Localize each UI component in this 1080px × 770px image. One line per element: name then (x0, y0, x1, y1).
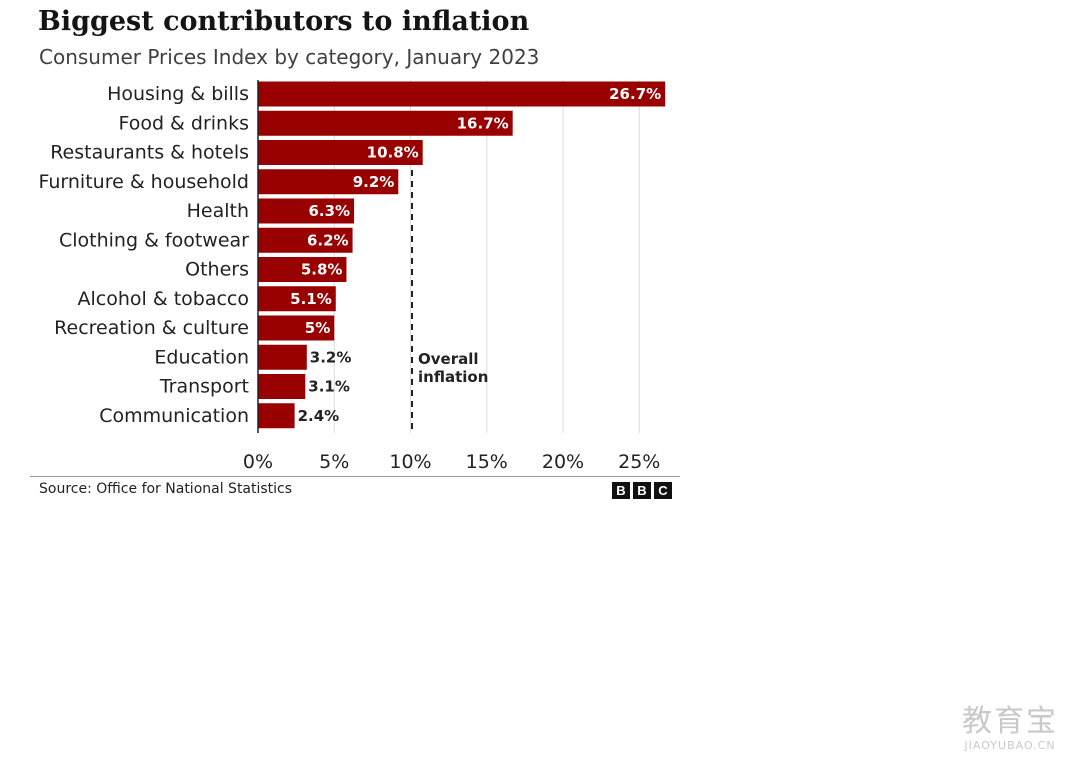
bar (258, 286, 336, 312)
overall-inflation-label: Overall (418, 350, 479, 368)
bar (258, 198, 355, 224)
category-label: Transport (159, 376, 249, 398)
value-label: 10.8% (367, 144, 419, 162)
logo-letter-b2: B (633, 482, 651, 499)
bar-chart: Housing & bills 26.7% Food & drinks 16.7% Re… (38, 80, 666, 473)
watermark: 教育宝 JIAOYUBAO.CN (962, 704, 1058, 753)
logo-letter-c: C (654, 482, 672, 499)
x-tick-label: 20% (542, 451, 584, 473)
logo-letter-b1: B (612, 482, 630, 499)
watermark-text: 教育宝 (962, 704, 1058, 739)
category-label: Restaurants & hotels (50, 142, 249, 164)
bar (258, 403, 295, 429)
value-label: 5.1% (290, 290, 332, 308)
bar (258, 169, 399, 195)
source-note: Source: Office for National Statistics (39, 481, 293, 497)
bar (258, 110, 513, 136)
value-label: 16.7% (457, 114, 509, 132)
overall-inflation-label: inflation (418, 368, 488, 386)
bar (258, 344, 307, 370)
category-label: Health (187, 200, 249, 222)
value-label: 2.4% (298, 407, 340, 425)
category-label: Furniture & household (38, 171, 249, 193)
bar (258, 374, 306, 399)
category-label: Food & drinks (118, 112, 249, 134)
category-label: Clothing & footwear (59, 229, 249, 251)
value-label: 3.2% (310, 348, 352, 366)
bbc-logo: B B C (612, 482, 672, 499)
value-label: 26.7% (609, 85, 661, 103)
category-label: Recreation & culture (54, 317, 249, 339)
bar (258, 315, 335, 341)
value-label: 6.3% (308, 202, 350, 220)
category-label: Housing & bills (107, 83, 249, 105)
category-label: Alcohol & tobacco (78, 288, 249, 310)
watermark-url: JIAOYUBAO.CN (964, 739, 1056, 752)
x-tick-label: 10% (389, 451, 431, 473)
chart-title: Biggest contributors to inflation (38, 6, 530, 37)
bar (258, 81, 666, 107)
category-label: Others (185, 259, 249, 281)
value-label: 6.2% (307, 231, 349, 249)
bar (258, 257, 347, 282)
value-label: 3.1% (308, 378, 350, 396)
x-tick-label: 5% (319, 451, 349, 473)
bar (258, 140, 423, 165)
chart-subtitle: Consumer Prices Index by category, Janua… (39, 45, 540, 69)
value-label: 9.2% (353, 173, 395, 191)
value-label: 5.8% (301, 261, 343, 279)
x-tick-label: 0% (243, 451, 273, 473)
category-label: Communication (99, 405, 249, 427)
x-tick-label: 25% (618, 451, 660, 473)
category-label: Education (154, 346, 249, 368)
bar (258, 227, 353, 253)
x-tick-label: 15% (466, 451, 508, 473)
value-label: 5% (305, 319, 330, 337)
footer-divider (30, 476, 680, 477)
